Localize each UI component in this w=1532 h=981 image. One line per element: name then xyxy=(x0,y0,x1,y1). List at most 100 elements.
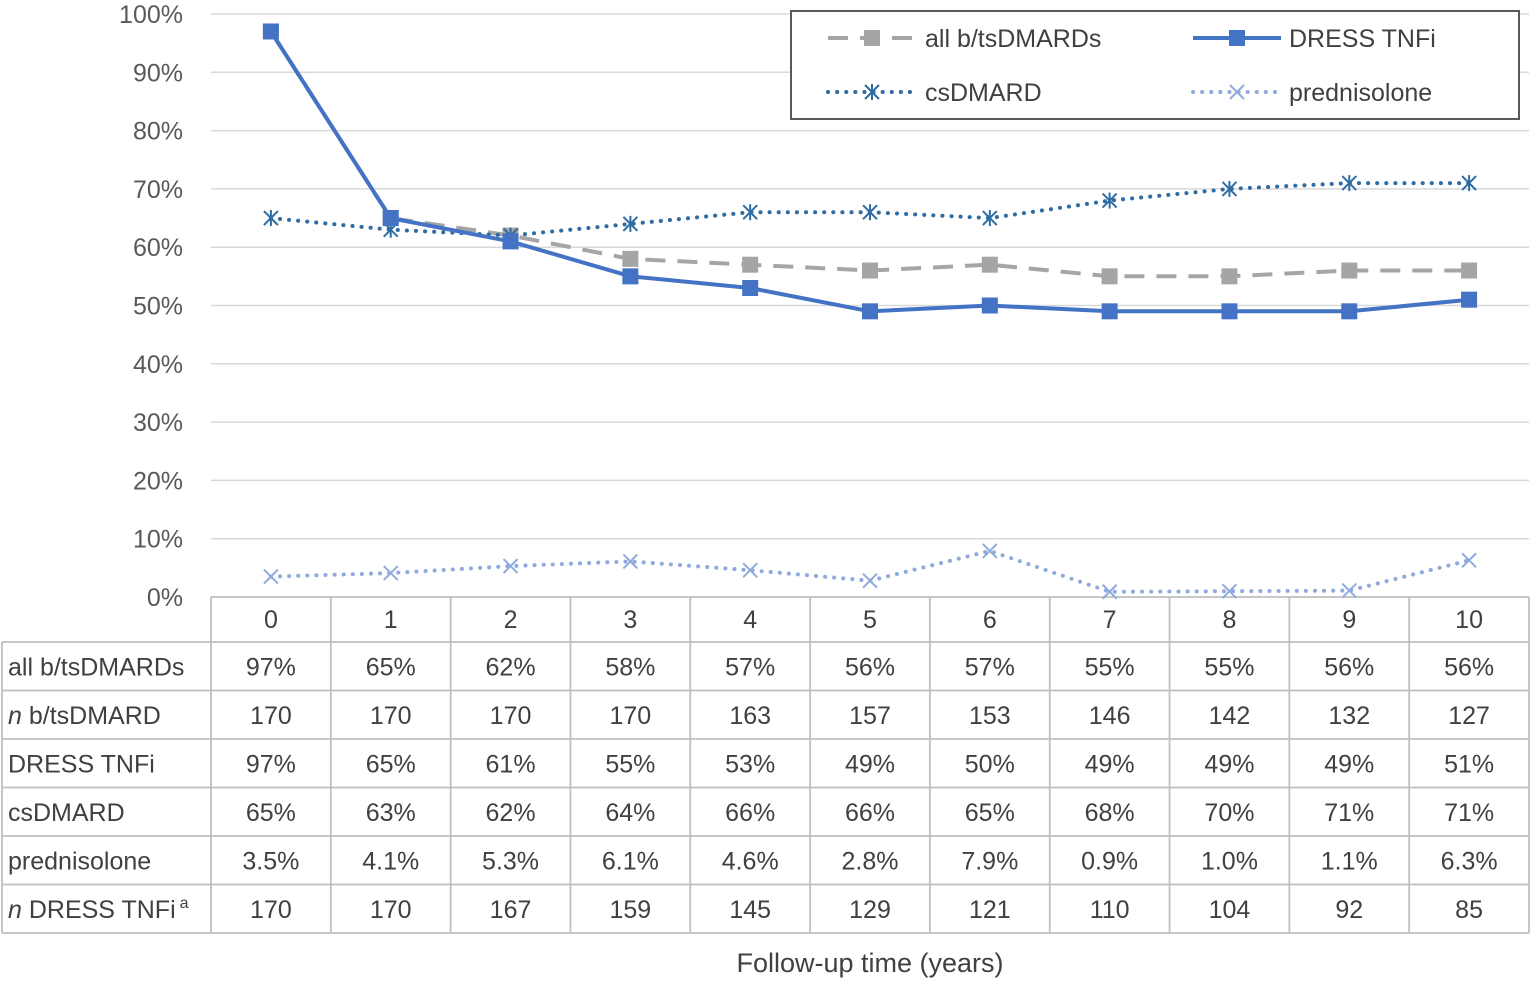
data-point xyxy=(1461,291,1478,308)
table-cell: 53% xyxy=(725,750,775,778)
series-dress-tnfi xyxy=(262,23,1478,320)
data-point xyxy=(862,303,878,320)
data-point xyxy=(742,562,758,578)
data-point xyxy=(982,543,998,559)
table-cell: 65% xyxy=(366,750,416,778)
table-cell: 68% xyxy=(1085,799,1135,827)
data-point xyxy=(1341,303,1358,320)
x-category-label: 9 xyxy=(1342,606,1356,634)
table-cell: 56% xyxy=(1324,653,1374,681)
table-cell: 142 xyxy=(1209,702,1251,730)
table-cell: 66% xyxy=(845,799,895,827)
table-cell: 0.9% xyxy=(1081,847,1138,875)
y-tick-label: 40% xyxy=(133,351,183,379)
table-row-label: all b/tsDMARDs xyxy=(8,653,184,681)
table-cell: 49% xyxy=(1204,750,1254,778)
data-point xyxy=(1229,84,1245,100)
y-tick-label: 90% xyxy=(133,59,183,87)
table-cell: 65% xyxy=(246,799,296,827)
y-tick-label: 10% xyxy=(133,526,183,554)
table-cell: 71% xyxy=(1324,799,1374,827)
table-cell: 50% xyxy=(965,750,1015,778)
table-row-label: DRESS TNFi xyxy=(8,750,155,778)
table-cell: 6.3% xyxy=(1441,847,1498,875)
table-cell: 7.9% xyxy=(961,847,1018,875)
series-prednisolone xyxy=(263,543,1477,600)
data-point xyxy=(981,297,998,314)
x-category-label: 4 xyxy=(743,606,757,634)
x-category-label: 2 xyxy=(504,606,518,634)
legend-label: prednisolone xyxy=(1289,79,1432,107)
x-category-label: 3 xyxy=(623,606,637,634)
data-point xyxy=(1341,175,1357,192)
y-tick-label: 0% xyxy=(147,584,183,612)
data-point xyxy=(862,204,878,221)
table-cell: 92 xyxy=(1335,896,1363,924)
data-point xyxy=(622,250,639,267)
data-point xyxy=(1221,303,1238,320)
table-cell: 66% xyxy=(725,799,775,827)
table-cell: 5.3% xyxy=(482,847,539,875)
y-tick-label: 100% xyxy=(119,1,183,29)
data-point xyxy=(742,280,759,297)
x-axis-title: Follow-up time (years) xyxy=(736,948,1003,978)
table-cell: 121 xyxy=(969,896,1011,924)
table-cell: 55% xyxy=(1085,653,1135,681)
table-cell: 170 xyxy=(250,896,292,924)
table-cell: 157 xyxy=(849,702,891,730)
table-cell: 170 xyxy=(370,896,412,924)
series-csdmard xyxy=(263,175,1477,244)
legend-entry: DRESS TNFi xyxy=(1193,25,1436,53)
table-row-label: n b/tsDMARD xyxy=(8,702,161,730)
table-cell: 62% xyxy=(486,653,536,681)
data-point xyxy=(1461,262,1478,279)
table-cell: 159 xyxy=(610,896,652,924)
data-point xyxy=(1461,552,1477,568)
table-cell: 51% xyxy=(1444,750,1494,778)
table-cell: 56% xyxy=(1444,653,1494,681)
data-point xyxy=(383,565,399,581)
table-cell: 55% xyxy=(1204,653,1254,681)
data-point xyxy=(742,256,759,273)
x-category-label: 7 xyxy=(1103,606,1117,634)
data-point xyxy=(1221,583,1238,599)
table-cell: 49% xyxy=(845,750,895,778)
x-category-label: 0 xyxy=(264,606,278,634)
table-row-label: csDMARD xyxy=(8,799,125,827)
table-cell: 65% xyxy=(366,653,416,681)
series-lines xyxy=(262,23,1478,600)
legend-label: csDMARD xyxy=(925,79,1042,107)
data-point xyxy=(622,268,639,285)
table-cell: 85 xyxy=(1455,896,1483,924)
x-category-label: 5 xyxy=(863,606,877,634)
data-point xyxy=(1229,30,1245,46)
table-cell: 129 xyxy=(849,896,891,924)
y-tick-label: 70% xyxy=(133,176,183,204)
data-point xyxy=(1221,268,1238,285)
data-point xyxy=(1221,180,1238,197)
data-point xyxy=(862,572,878,589)
table-cell: 56% xyxy=(845,653,895,681)
table-cell: 127 xyxy=(1448,702,1490,730)
legend-label: all b/tsDMARDs xyxy=(925,25,1101,53)
data-point xyxy=(864,84,880,100)
x-category-label: 6 xyxy=(983,606,997,634)
table-cell: 4.1% xyxy=(362,847,419,875)
data-point xyxy=(982,210,998,227)
table-cell: 62% xyxy=(486,799,536,827)
x-category-label: 1 xyxy=(384,606,398,634)
table-cell: 146 xyxy=(1089,702,1131,730)
table-cell: 65% xyxy=(965,799,1015,827)
legend-label: DRESS TNFi xyxy=(1289,25,1436,53)
data-point xyxy=(502,233,519,250)
data-point xyxy=(263,210,279,227)
table-cell: 170 xyxy=(250,702,292,730)
table-cell: 3.5% xyxy=(242,847,299,875)
legend-box xyxy=(790,10,1520,120)
data-table: 0 1 2 3 4 5 6 7 8 9 10 all b/tsDMARDs 97% 65% 62% 58% 57… xyxy=(1,596,1530,934)
table-cell: 170 xyxy=(370,702,412,730)
table-cell: 49% xyxy=(1324,750,1374,778)
table-cell: 145 xyxy=(729,896,771,924)
table-cell: 1.1% xyxy=(1321,847,1378,875)
